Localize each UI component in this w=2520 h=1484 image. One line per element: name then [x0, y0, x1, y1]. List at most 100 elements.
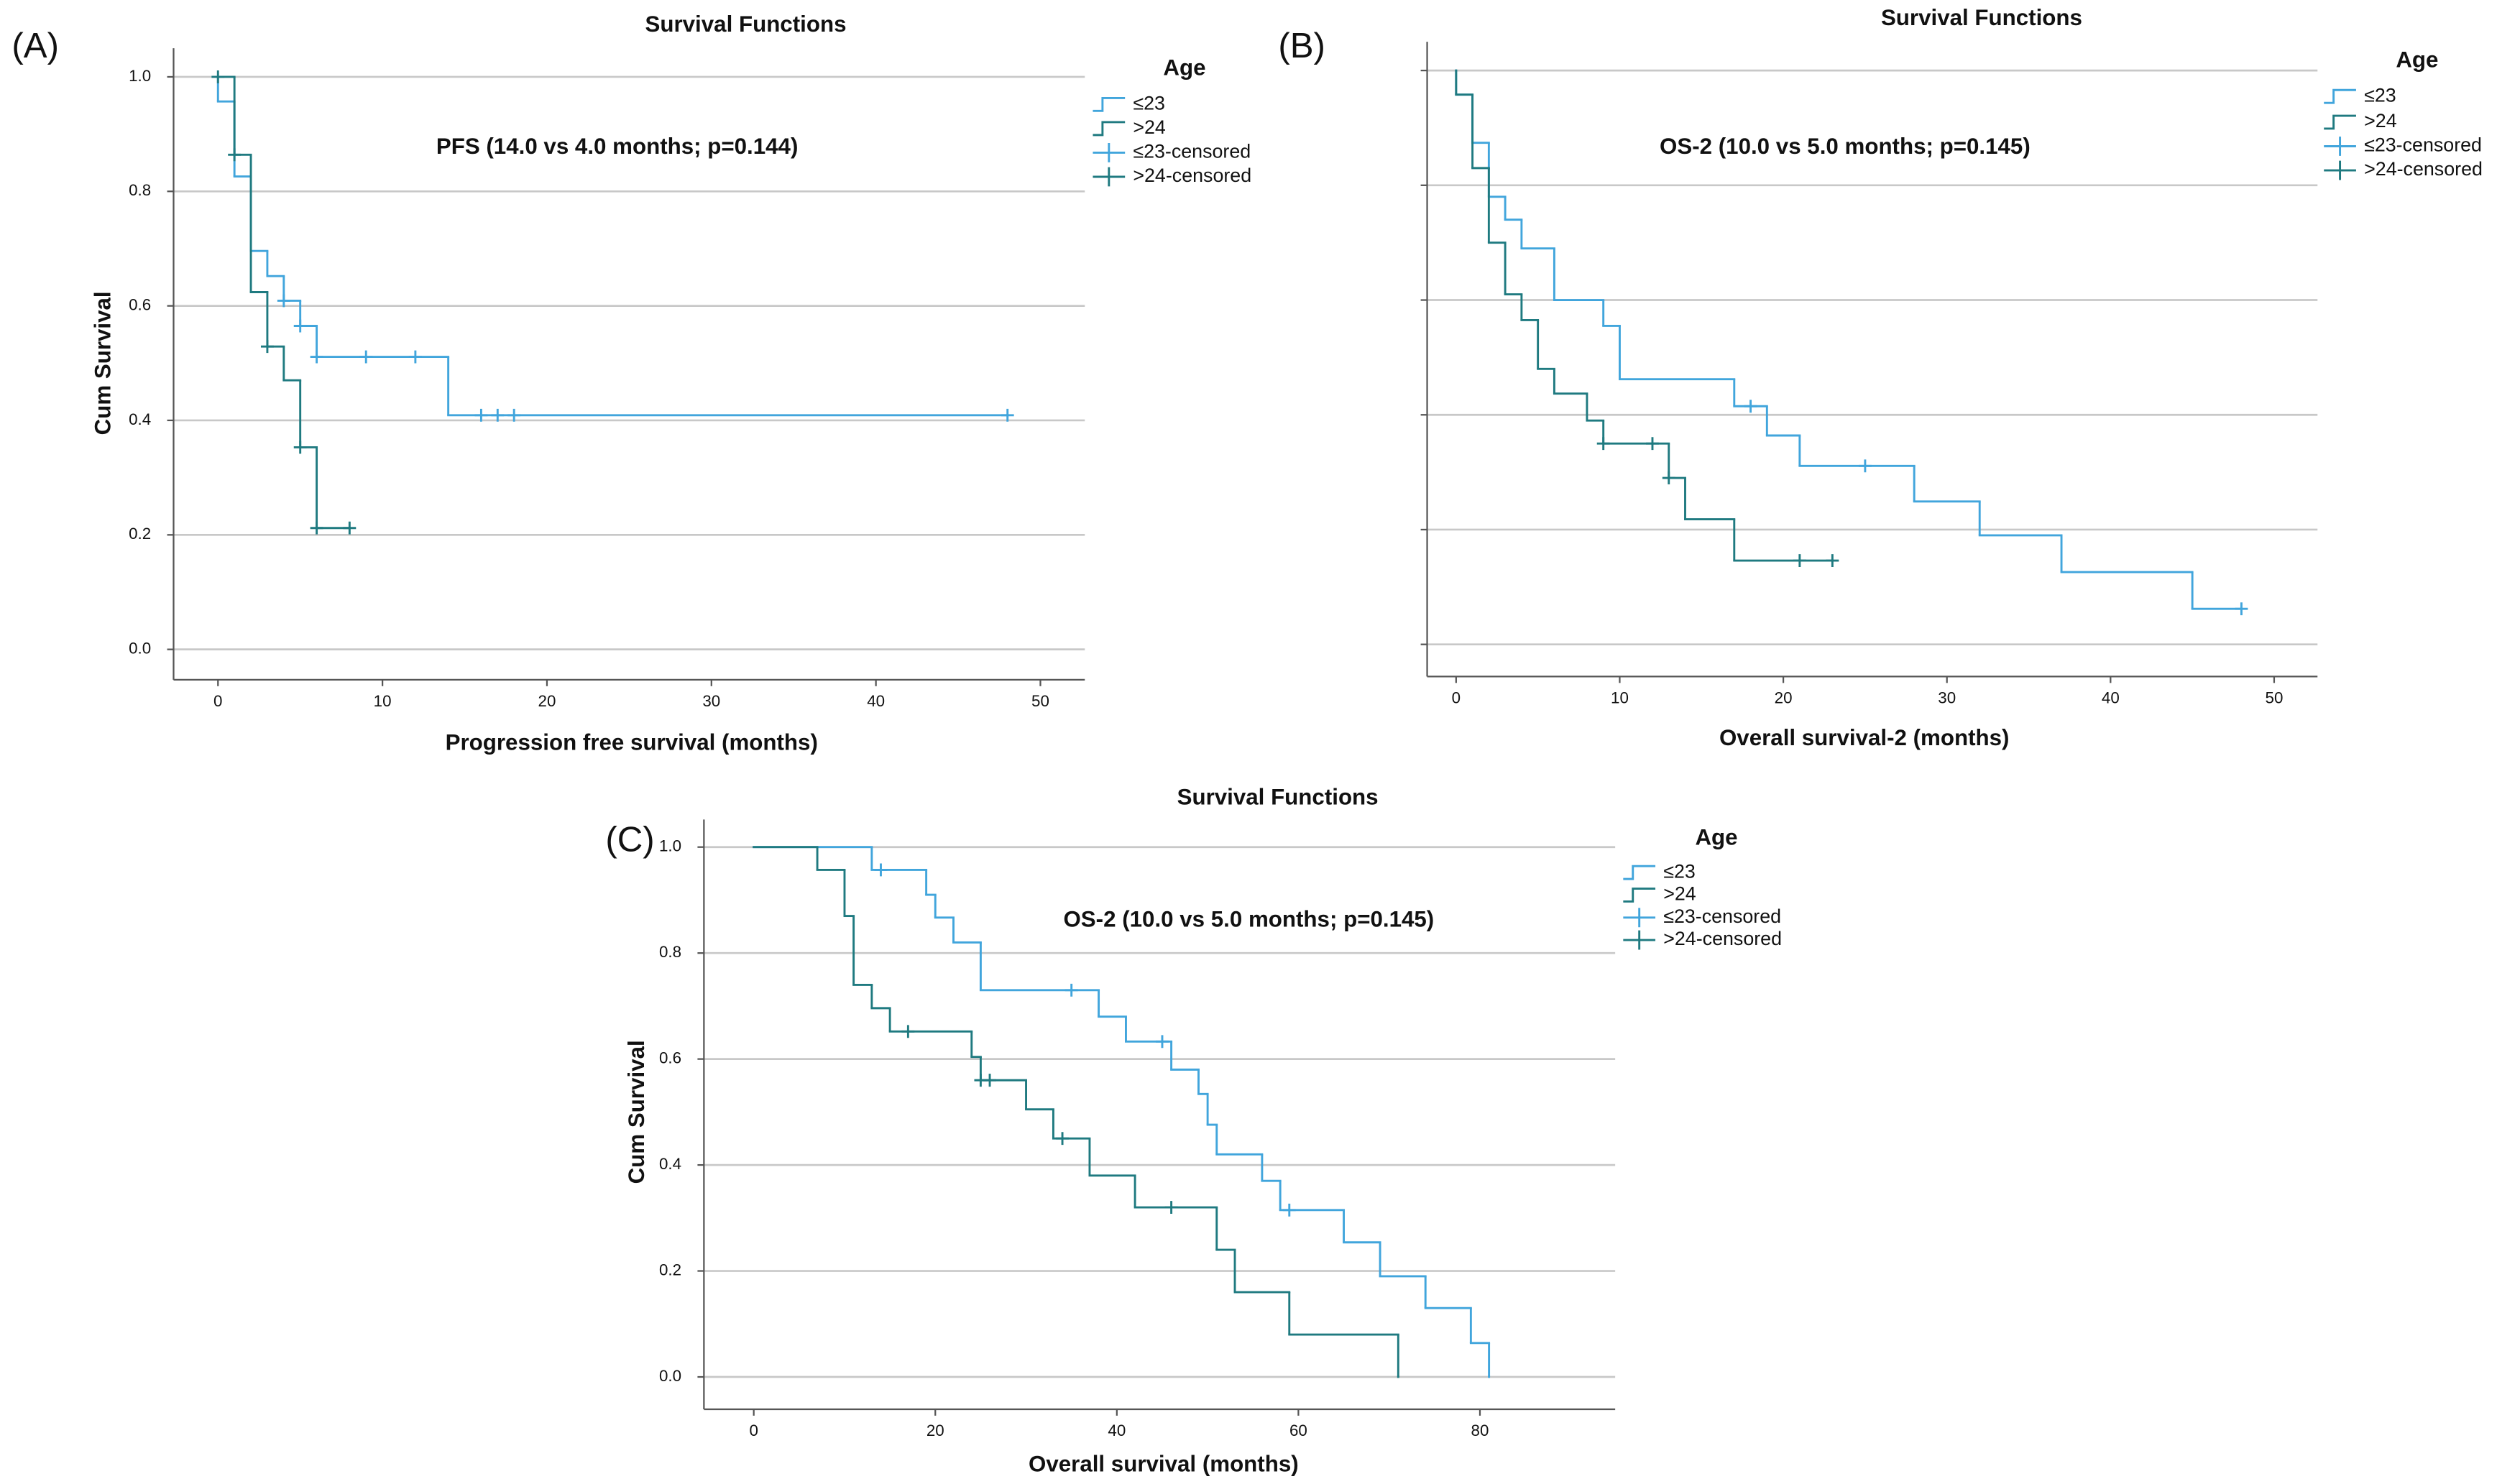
y-tick-label: 0.4 — [129, 410, 151, 428]
y-axis-title: Cum Survival — [624, 1040, 649, 1184]
panel-label: (C) — [605, 820, 654, 859]
censor-mark — [1064, 983, 1078, 997]
x-tick-label: 40 — [2102, 689, 2120, 707]
censor-mark — [343, 521, 357, 535]
legend-icon — [1623, 865, 1656, 880]
legend-icon — [1623, 908, 1656, 928]
legend-label: >24 — [1133, 116, 1166, 138]
legend-icon — [1093, 143, 1126, 162]
legend-label: ≤23 — [1663, 860, 1696, 882]
legend-label: >24-censored — [2364, 158, 2483, 180]
y-tick-label: 1.0 — [129, 67, 151, 85]
legend-icon — [1093, 167, 1126, 187]
annotation: PFS (14.0 vs 4.0 months; p=0.144) — [436, 134, 799, 159]
legend-icon — [1093, 96, 1126, 112]
censor-mark — [1596, 437, 1610, 451]
x-tick-label: 80 — [1471, 1421, 1489, 1439]
censor-mark — [474, 408, 488, 422]
x-tick-label: 40 — [867, 692, 885, 710]
censor-mark — [1646, 437, 1659, 451]
legend-title: Age — [2396, 47, 2438, 72]
legend-label: >24 — [1663, 883, 1696, 905]
legend-label: ≤23-censored — [1663, 905, 1781, 927]
censor-mark — [983, 1074, 996, 1087]
censor-mark — [1164, 1201, 1178, 1215]
censor-mark — [310, 521, 323, 535]
legend-icon — [2324, 160, 2356, 180]
x-tick-label: 20 — [1775, 689, 1793, 707]
y-tick-label: 1.0 — [659, 837, 681, 855]
legend-title: Age — [1695, 824, 1737, 849]
legend-label: ≤23-censored — [2364, 134, 2482, 156]
censor-mark — [874, 863, 888, 877]
censor-mark — [260, 340, 274, 354]
x-axis-title: Progression free survival (months) — [446, 730, 818, 755]
censor-mark — [408, 350, 422, 364]
x-tick-label: 50 — [2266, 689, 2284, 707]
x-tick-label: 50 — [1031, 692, 1049, 710]
legend-icon — [1623, 930, 1656, 950]
legend-icon — [2324, 114, 2356, 130]
censor-mark — [491, 408, 505, 422]
censor-mark — [901, 1025, 915, 1038]
y-tick-label: 0.0 — [659, 1367, 681, 1385]
legend-label: ≤23 — [1133, 92, 1165, 114]
x-tick-label: 10 — [1611, 689, 1629, 707]
legend-icon — [1093, 121, 1126, 137]
legend-label: ≤23-censored — [1133, 141, 1251, 162]
censor-mark — [228, 148, 242, 162]
y-tick-label: 0.8 — [129, 181, 151, 199]
x-tick-label: 0 — [749, 1421, 758, 1439]
y-tick-label: 0.4 — [659, 1155, 681, 1173]
censor-mark — [1001, 408, 1014, 422]
y-axis-title: Cum Survival — [91, 291, 116, 435]
legend-icon — [2324, 137, 2356, 156]
censor-mark — [293, 441, 307, 454]
chart-title: Survival Functions — [1177, 785, 1379, 810]
annotation: OS-2 (10.0 vs 5.0 months; p=0.145) — [1660, 134, 2031, 159]
legend-icon — [1623, 888, 1656, 903]
legend-label: >24-censored — [1663, 928, 1782, 949]
legend-label: >24-censored — [1133, 165, 1251, 186]
x-tick-label: 60 — [1289, 1421, 1307, 1439]
x-axis-title: Overall survival (months) — [1029, 1452, 1299, 1477]
censor-mark — [359, 350, 373, 364]
legend-icon — [2324, 88, 2356, 104]
chart-title: Survival Functions — [1881, 5, 2082, 30]
x-tick-label: 20 — [926, 1421, 944, 1439]
censor-mark — [1662, 471, 1675, 485]
censor-mark — [1156, 1035, 1169, 1049]
legend-title: Age — [1163, 55, 1205, 80]
censor-mark — [1826, 554, 1839, 568]
x-tick-label: 10 — [374, 692, 392, 710]
y-tick-label: 0.0 — [129, 640, 151, 658]
censor-mark — [1056, 1132, 1070, 1146]
censor-mark — [1793, 554, 1806, 568]
panel-label: (B) — [1278, 26, 1325, 65]
censor-mark — [507, 408, 521, 422]
legend-label: >24 — [2364, 110, 2397, 132]
x-axis-title: Overall survival-2 (months) — [1719, 725, 2010, 750]
y-tick-label: 0.6 — [129, 296, 151, 314]
censor-mark — [277, 294, 290, 308]
censor-mark — [2235, 602, 2248, 616]
x-tick-label: 30 — [702, 692, 720, 710]
legend-label: ≤23 — [2364, 84, 2396, 106]
x-tick-label: 20 — [538, 692, 556, 710]
y-tick-label: 0.2 — [129, 525, 151, 543]
x-tick-label: 30 — [1938, 689, 1956, 707]
y-tick-label: 0.2 — [659, 1261, 681, 1278]
chart-title: Survival Functions — [645, 11, 846, 37]
x-tick-label: 0 — [213, 692, 222, 710]
censor-mark — [293, 319, 307, 333]
y-tick-label: 0.8 — [659, 943, 681, 961]
annotation: OS-2 (10.0 vs 5.0 months; p=0.145) — [1063, 907, 1434, 932]
censor-mark — [1282, 1203, 1296, 1217]
x-tick-label: 0 — [1452, 689, 1461, 707]
censor-mark — [310, 350, 323, 364]
censor-mark — [1858, 459, 1872, 473]
panel-label: (A) — [12, 26, 59, 65]
censor-mark — [211, 70, 225, 83]
